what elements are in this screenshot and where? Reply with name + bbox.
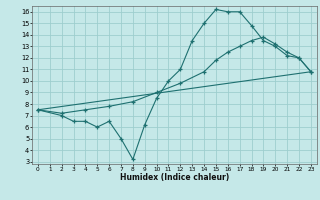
X-axis label: Humidex (Indice chaleur): Humidex (Indice chaleur)	[120, 173, 229, 182]
